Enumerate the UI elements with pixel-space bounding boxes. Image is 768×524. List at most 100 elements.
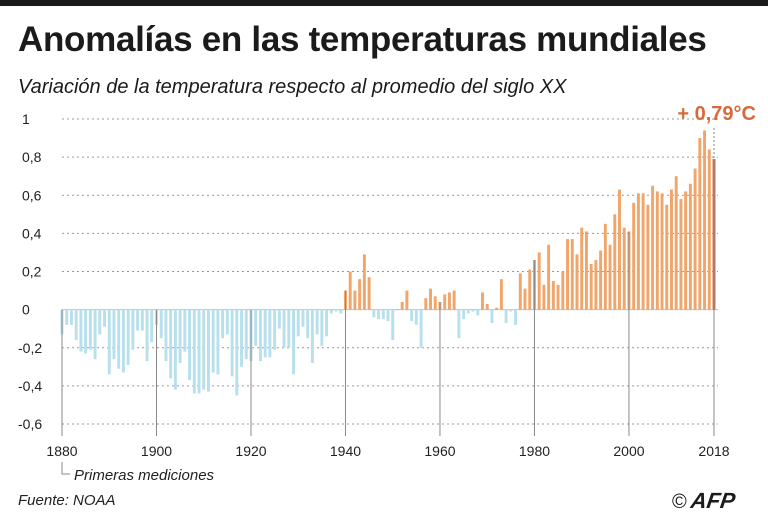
bar-2010 <box>674 176 678 310</box>
bar-1884 <box>79 309 83 352</box>
bar-1975 <box>509 309 513 312</box>
bar-1976 <box>514 309 518 325</box>
bar-2007 <box>660 193 664 310</box>
source-note: Fuente: NOAA <box>18 492 116 509</box>
bar-1910 <box>202 309 206 390</box>
bar-1893 <box>121 309 125 373</box>
bar-1892 <box>117 309 121 369</box>
bar-1887 <box>93 309 97 360</box>
bar-1928 <box>287 309 291 348</box>
bar-1957 <box>424 298 428 310</box>
bar-1963 <box>452 290 456 310</box>
bar-2016 <box>703 130 707 310</box>
bar-1947 <box>377 309 381 320</box>
bar-1883 <box>74 309 78 341</box>
bar-1994 <box>599 250 603 310</box>
bar-1953 <box>405 290 409 310</box>
y-tick-label: -0,2 <box>18 340 42 356</box>
bar-1981 <box>537 252 541 310</box>
bar-1990 <box>580 227 584 310</box>
bar-1951 <box>395 309 399 311</box>
bar-1952 <box>400 302 404 310</box>
bar-1954 <box>410 309 414 322</box>
bar-1962 <box>447 292 451 310</box>
bar-1986 <box>561 271 565 310</box>
bar-1985 <box>556 284 560 310</box>
bar-1889 <box>103 309 106 327</box>
bar-1989 <box>575 254 579 310</box>
bar-1948 <box>381 309 385 320</box>
bar-2013 <box>688 183 692 310</box>
bar-1949 <box>386 309 390 322</box>
bar-1965 <box>462 309 466 320</box>
bar-1906 <box>183 309 187 352</box>
bar-1914 <box>221 309 225 339</box>
bar-1890 <box>107 309 111 375</box>
bar-1924 <box>268 309 272 358</box>
bar-1995 <box>603 223 607 310</box>
bar-1974 <box>504 309 508 323</box>
bar-1933 <box>310 309 314 363</box>
afp-logo: AFP <box>689 488 737 513</box>
bar-1968 <box>476 309 480 316</box>
bar-1988 <box>570 239 574 310</box>
bar-1971 <box>490 309 494 323</box>
bar-1967 <box>471 309 475 312</box>
bar-1905 <box>178 309 182 363</box>
first-measurement-bracket <box>61 462 70 475</box>
bar-1941 <box>348 271 352 310</box>
chart-title: Anomalías en las temperaturas mundiales <box>18 20 707 59</box>
bar-1930 <box>296 309 300 337</box>
bar-2011 <box>679 199 683 310</box>
bar-1915 <box>225 309 229 335</box>
bar-2003 <box>641 193 645 310</box>
bar-1978 <box>523 288 527 310</box>
bar-1956 <box>419 309 423 348</box>
bar-1984 <box>551 281 555 310</box>
bar-1943 <box>358 279 362 310</box>
bar-2004 <box>646 204 650 310</box>
bar-1903 <box>169 309 173 379</box>
bar-1902 <box>164 309 168 362</box>
bar-1966 <box>466 309 470 314</box>
x-tick-label: 1940 <box>330 443 361 459</box>
bar-2006 <box>655 191 659 310</box>
bar-2008 <box>665 204 669 310</box>
bar-1999 <box>622 227 626 310</box>
bar-1916 <box>230 309 234 377</box>
bar-1921 <box>254 309 258 346</box>
bar-1904 <box>173 309 177 390</box>
bar-1929 <box>292 309 295 375</box>
bar-2002 <box>636 193 640 310</box>
bar-1926 <box>277 309 281 329</box>
bar-1987 <box>566 239 570 310</box>
bar-1899 <box>150 309 154 343</box>
y-tick-label: 0,6 <box>22 187 42 203</box>
bar-1882 <box>69 309 73 325</box>
x-tick-label: 1920 <box>235 443 266 459</box>
bar-1911 <box>206 309 210 392</box>
bar-1931 <box>301 309 305 327</box>
bar-1895 <box>131 309 135 350</box>
afp-credit: © AFP <box>672 488 737 514</box>
bar-1935 <box>320 309 324 346</box>
bar-1932 <box>306 309 310 339</box>
bar-1908 <box>192 309 196 394</box>
bar-1907 <box>188 309 192 381</box>
bar-1888 <box>98 309 102 335</box>
bar-1898 <box>145 309 149 362</box>
bar-2014 <box>693 168 697 310</box>
bar-1936 <box>325 309 329 337</box>
bar-1886 <box>88 309 92 350</box>
bar-1992 <box>589 263 593 310</box>
bar-1912 <box>211 309 215 373</box>
bars-group <box>60 130 716 396</box>
bar-1964 <box>457 309 461 339</box>
bar-2017 <box>707 149 711 310</box>
bar-2009 <box>670 189 673 310</box>
bar-2005 <box>651 185 655 310</box>
bar-1925 <box>273 309 277 350</box>
x-tick-label: 2018 <box>698 443 729 459</box>
